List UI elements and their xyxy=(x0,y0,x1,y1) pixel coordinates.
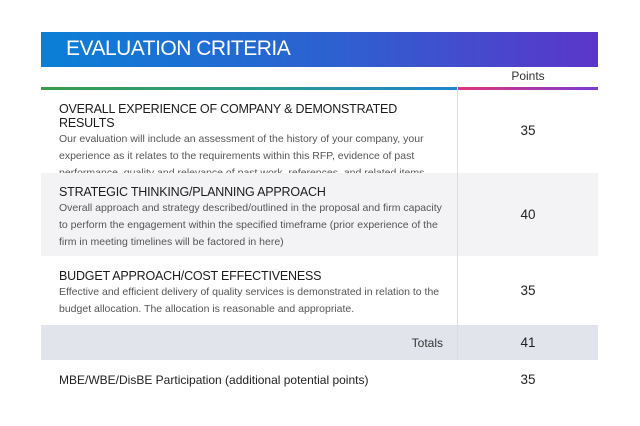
criteria-row: STRATEGIC THINKING/PLANNING APPROACH Ove… xyxy=(41,173,598,256)
header-divider-left xyxy=(41,87,457,90)
criteria-description: Effective and efficient delivery of qual… xyxy=(59,286,440,315)
additional-label: MBE/WBE/DisBE Participation (additional … xyxy=(59,373,369,387)
title-banner: EVALUATION CRITERIA xyxy=(41,32,598,67)
criteria-title: BUDGET APPROACH/COST EFFECTIVENESS xyxy=(59,269,322,283)
points-column-header: Points xyxy=(511,69,545,83)
totals-row: Totals 41 xyxy=(41,325,598,360)
additional-row: MBE/WBE/DisBE Participation (additional … xyxy=(41,360,598,400)
criteria-points: 35 xyxy=(520,123,536,138)
criteria-points: 35 xyxy=(520,283,536,298)
criteria-title: OVERALL EXPERIENCE OF COMPANY & DEMONSTR… xyxy=(59,102,398,130)
additional-points: 35 xyxy=(520,372,536,387)
criteria-row: OVERALL EXPERIENCE OF COMPANY & DEMONSTR… xyxy=(41,90,598,179)
totals-points: 41 xyxy=(520,335,536,350)
criteria-title: STRATEGIC THINKING/PLANNING APPROACH xyxy=(59,185,326,199)
criteria-description: Overall approach and strategy described/… xyxy=(59,202,442,248)
header-divider-right xyxy=(458,87,598,90)
totals-label: Totals xyxy=(411,336,443,350)
criteria-points: 40 xyxy=(520,207,536,222)
column-divider xyxy=(457,87,458,360)
page-title: EVALUATION CRITERIA xyxy=(66,37,291,60)
criteria-row: BUDGET APPROACH/COST EFFECTIVENESS Effec… xyxy=(41,256,598,325)
